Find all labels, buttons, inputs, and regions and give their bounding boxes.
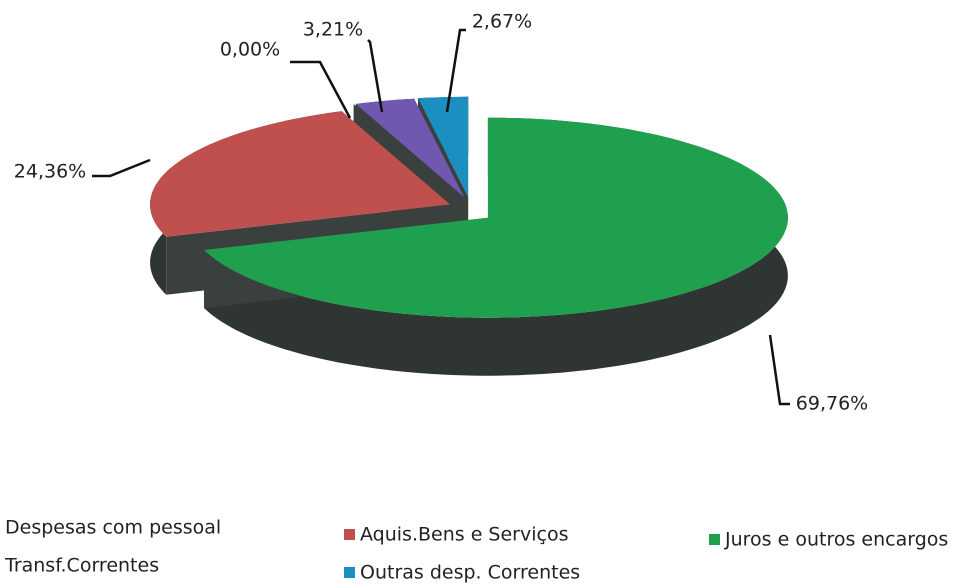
legend-swatch: [344, 567, 355, 578]
legend-swatch: [344, 529, 355, 540]
legend-label: Outras desp. Correntes: [360, 562, 580, 584]
data-label: 0,00%: [220, 39, 280, 61]
pie-slice: [418, 96, 469, 197]
legend-label: Despesas com pessoal: [5, 517, 221, 539]
leader-line: [445, 28, 466, 113]
leader-line: [290, 60, 352, 119]
leader-line: [367, 39, 384, 113]
leader-line: [92, 158, 151, 178]
legend-swatch: [709, 534, 720, 545]
pie-slice: [150, 111, 451, 237]
data-label: 69,76%: [796, 393, 868, 415]
legend-label: Transf.Correntes: [4, 555, 159, 577]
leader-line: [768, 334, 790, 406]
pie-slice: [204, 117, 788, 318]
legend-label: Aquis.Bens e Serviços: [360, 524, 568, 546]
data-label: 3,21%: [303, 19, 363, 41]
data-label: 2,67%: [472, 11, 532, 33]
data-label: 24,36%: [14, 161, 86, 183]
legend-label: Juros e outros encargos: [724, 529, 948, 551]
pie-slice: [355, 98, 465, 198]
